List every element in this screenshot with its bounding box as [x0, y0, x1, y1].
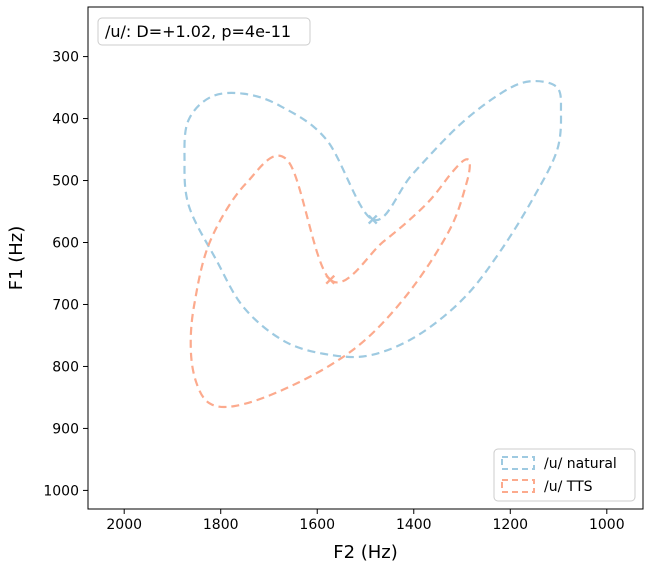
annotation-box: /u/: D=+1.02, p=4e-11 [97, 17, 311, 46]
ellipse-tts [189, 154, 471, 409]
y-axis-title: F1 (Hz) [6, 226, 27, 291]
legend-label-tts: /u/ TTS [544, 479, 593, 495]
y-tick-label: 700 [52, 297, 79, 313]
mean-marker-stroke [325, 274, 336, 285]
y-tick-label: 400 [52, 112, 79, 128]
x-tick-label: 1800 [203, 517, 239, 533]
ellipse-natural [183, 80, 563, 359]
x-tick-label: 1600 [299, 517, 335, 533]
legend: /u/ natural /u/ TTS [493, 448, 636, 502]
y-tick-label: 500 [52, 174, 79, 190]
legend-label-natural: /u/ natural [544, 456, 617, 472]
annotation-text: /u/: D=+1.02, p=4e-11 [105, 22, 291, 41]
legend-swatch-tts [501, 479, 535, 493]
mean-marker-natural [367, 214, 378, 225]
y-tick-label: 800 [52, 359, 79, 375]
x-tick-label: 2000 [106, 517, 142, 533]
x-axis-title: F2 (Hz) [333, 542, 398, 563]
mean-marker-stroke [367, 214, 378, 225]
plot-frame [87, 6, 644, 510]
x-tick-label: 1400 [396, 517, 432, 533]
mean-marker-tts [325, 274, 336, 285]
annotation-frame [97, 17, 311, 46]
y-tick-label: 300 [52, 50, 79, 66]
legend-swatch-natural [501, 456, 535, 470]
y-tick-label: 900 [52, 421, 79, 437]
y-tick-label: 600 [52, 236, 79, 252]
y-tick-label: 1000 [43, 483, 79, 499]
x-tick-label: 1200 [492, 517, 528, 533]
x-tick-label: 1000 [589, 517, 625, 533]
plot-area [88, 7, 643, 509]
legend-frame [493, 448, 636, 502]
